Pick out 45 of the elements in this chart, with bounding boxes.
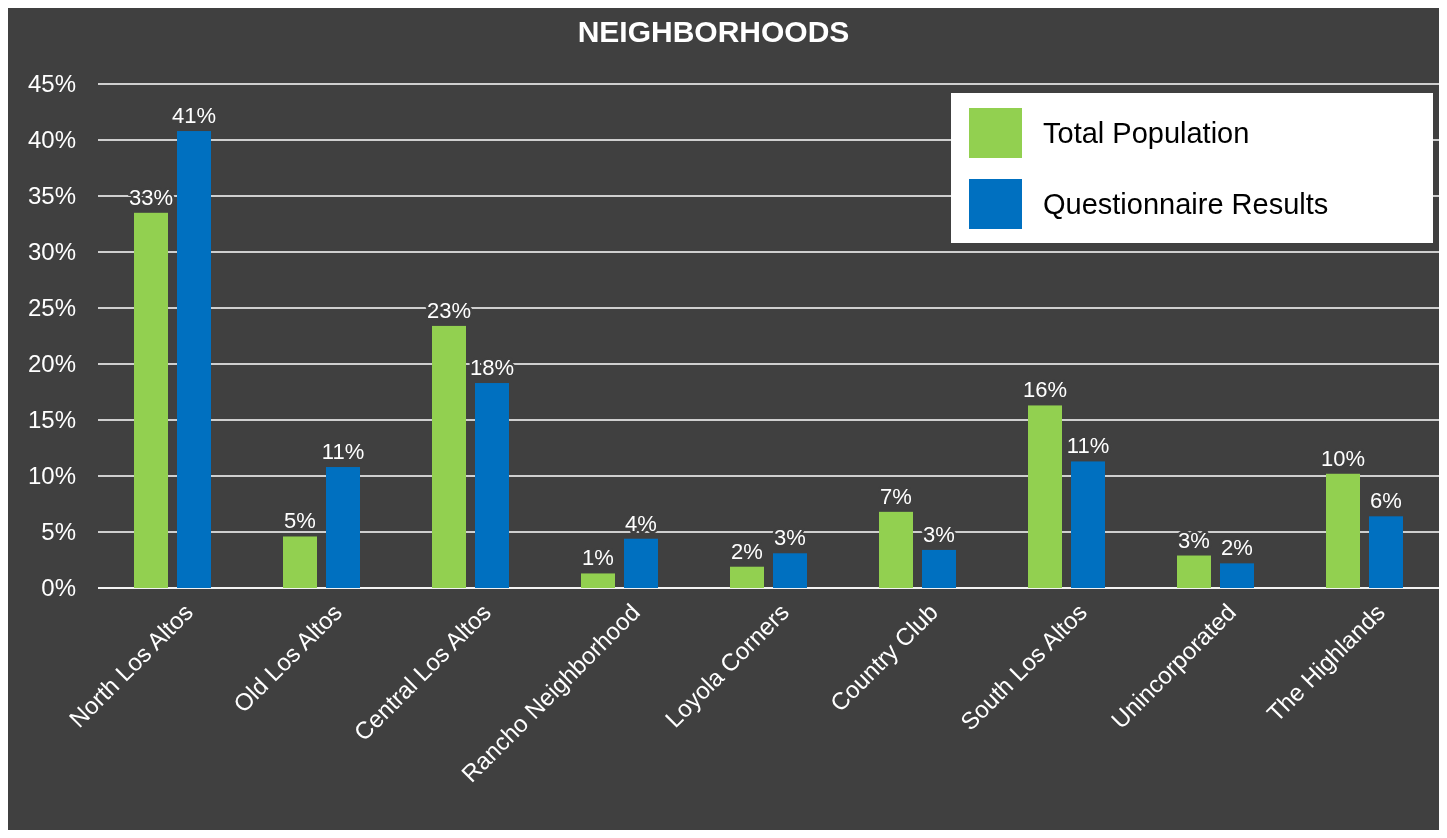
y-tick-label: 40%: [27, 126, 76, 154]
bar: [879, 511, 913, 588]
bar: [1071, 461, 1105, 588]
data-label: 1%: [582, 545, 614, 571]
legend-label: Total Population: [1043, 117, 1250, 150]
data-label: 4%: [625, 510, 657, 536]
bar: [1177, 555, 1211, 588]
data-label: 2%: [1221, 535, 1253, 561]
y-tick-label: 25%: [27, 294, 76, 322]
bar: [730, 566, 764, 588]
bar: [177, 131, 211, 588]
y-tick-label: 20%: [27, 350, 76, 378]
data-label: 3%: [1178, 527, 1210, 553]
data-label: 41%: [171, 103, 217, 129]
bar: [283, 536, 317, 588]
data-label: 5%: [284, 508, 316, 534]
bar: [326, 467, 360, 588]
bar: [1369, 516, 1403, 588]
data-label: 11%: [321, 439, 365, 465]
bar: [624, 538, 658, 588]
bar: [475, 383, 509, 588]
y-tick-label: 45%: [27, 70, 76, 98]
bar: [773, 553, 807, 588]
y-tick-label: 15%: [27, 406, 76, 434]
data-label: 16%: [1022, 377, 1068, 403]
data-label: 3%: [774, 525, 806, 551]
bar: [1028, 405, 1062, 588]
y-tick-label: 30%: [27, 238, 76, 266]
chart-title: NEIGHBORHOODS: [577, 15, 850, 48]
bar: [922, 549, 956, 588]
bar: [1220, 563, 1254, 588]
data-label: 2%: [731, 538, 763, 564]
bar: [432, 325, 466, 588]
legend-label: Questionnaire Results: [1043, 188, 1329, 221]
bar: [581, 573, 615, 588]
data-label: 11%: [1066, 433, 1110, 459]
y-tick-label: 35%: [27, 182, 76, 210]
bar: [1326, 473, 1360, 588]
data-label: 10%: [1320, 445, 1366, 471]
y-tick-label: 10%: [27, 462, 76, 490]
bar: [134, 212, 168, 588]
y-tick-label: 5%: [41, 518, 76, 546]
data-label: 6%: [1370, 488, 1402, 514]
y-tick-label: 0%: [41, 574, 76, 602]
data-label: 7%: [880, 483, 912, 509]
